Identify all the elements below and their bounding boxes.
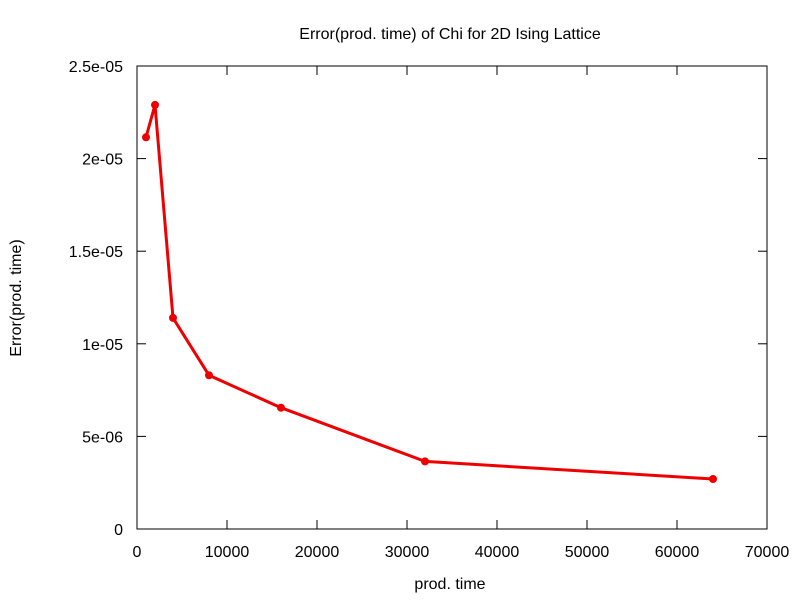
x-tick-label: 50000	[565, 544, 610, 561]
y-tick-label: 5e-06	[82, 429, 123, 446]
chart-title: Error(prod. time) of Chi for 2D Ising La…	[299, 26, 601, 43]
data-point	[142, 133, 150, 142]
data-point	[277, 403, 285, 412]
series-line	[144, 103, 714, 481]
y-tick-label: 2e-05	[82, 152, 123, 169]
x-tick-label: 30000	[385, 544, 430, 561]
plot-frame	[136, 65, 768, 530]
y-axis-label: Error(prod. time)	[8, 239, 25, 356]
x-tick-label: 0	[133, 544, 142, 561]
axis-ticks	[136, 65, 768, 530]
data-point	[709, 474, 717, 483]
tick-labels: 0 10000 20000 30000 40000 50000 60000 70000 0 5e-…	[69, 59, 790, 561]
y-tick-label: 2.5e-05	[69, 59, 123, 76]
x-tick-label: 10000	[205, 544, 250, 561]
x-tick-label: 70000	[745, 544, 790, 561]
x-tick-label: 40000	[475, 544, 520, 561]
x-tick-label: 60000	[655, 544, 700, 561]
series-layer	[142, 100, 717, 483]
data-point	[421, 457, 429, 466]
data-point	[205, 371, 213, 380]
y-tick-label: 0	[114, 522, 123, 539]
x-axis-label: prod. time	[414, 576, 485, 593]
data-point	[151, 100, 159, 109]
x-tick-label: 20000	[295, 544, 340, 561]
y-tick-label: 1e-05	[82, 337, 123, 354]
y-tick-label: 1.5e-05	[69, 244, 123, 261]
data-point	[169, 313, 177, 322]
